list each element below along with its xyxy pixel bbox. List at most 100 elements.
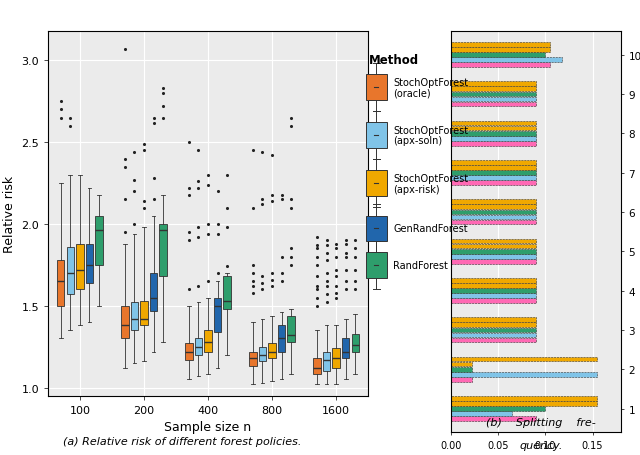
Point <box>340 250 351 258</box>
Point <box>120 46 130 53</box>
Bar <box>451 121 536 126</box>
Point <box>193 147 204 155</box>
Point <box>129 188 140 196</box>
Bar <box>451 161 536 165</box>
Bar <box>451 171 536 176</box>
Point <box>321 242 332 249</box>
Point <box>340 286 351 293</box>
PathPatch shape <box>185 344 193 360</box>
Bar <box>451 249 536 254</box>
Point <box>312 253 322 261</box>
PathPatch shape <box>323 352 330 371</box>
PathPatch shape <box>159 224 167 277</box>
Bar <box>451 299 536 303</box>
Point <box>257 286 268 293</box>
Bar <box>451 288 536 293</box>
Bar <box>451 293 536 298</box>
Bar <box>451 401 597 406</box>
PathPatch shape <box>67 248 74 295</box>
Bar <box>451 166 536 171</box>
Point <box>312 303 322 310</box>
PathPatch shape <box>332 349 340 368</box>
PathPatch shape <box>76 244 84 290</box>
Point <box>331 273 341 280</box>
PathPatch shape <box>278 326 285 352</box>
Point <box>139 147 149 155</box>
PathPatch shape <box>249 352 257 366</box>
Bar <box>451 323 536 328</box>
Bar <box>451 53 545 58</box>
Point <box>286 197 296 204</box>
Text: StochOptForest
(apx-soln): StochOptForest (apx-soln) <box>393 126 468 146</box>
Point <box>340 240 351 248</box>
Bar <box>451 131 536 136</box>
Point <box>267 276 277 283</box>
PathPatch shape <box>95 216 103 265</box>
Bar <box>451 200 536 205</box>
Point <box>248 270 258 277</box>
Point <box>222 204 232 212</box>
Bar <box>451 278 536 283</box>
Point <box>331 240 341 248</box>
Point <box>321 237 332 244</box>
Point <box>340 253 351 261</box>
Bar <box>451 259 536 264</box>
Point <box>350 267 360 274</box>
Y-axis label: Relative risk: Relative risk <box>3 175 15 253</box>
Point <box>248 283 258 290</box>
PathPatch shape <box>259 347 266 362</box>
Point <box>331 267 341 274</box>
Bar <box>451 82 536 87</box>
PathPatch shape <box>204 331 212 352</box>
Point <box>321 278 332 285</box>
Point <box>248 262 258 269</box>
Point <box>120 164 130 171</box>
Point <box>286 245 296 253</box>
Point <box>312 286 322 293</box>
Bar <box>366 123 387 148</box>
Point <box>65 115 76 122</box>
Point <box>148 120 159 127</box>
Point <box>203 172 213 179</box>
Point <box>312 273 322 280</box>
Bar <box>451 210 536 215</box>
Point <box>212 188 223 196</box>
Point <box>193 185 204 192</box>
Bar <box>451 406 545 411</box>
Point <box>286 204 296 212</box>
Point <box>120 156 130 163</box>
Point <box>139 198 149 205</box>
Point <box>193 234 204 241</box>
Point <box>248 147 258 155</box>
Point <box>267 283 277 290</box>
Text: Method: Method <box>369 54 419 67</box>
Text: RandForest: RandForest <box>393 261 448 271</box>
Point <box>267 198 277 205</box>
Bar <box>451 318 536 322</box>
Bar <box>451 417 536 421</box>
Point <box>148 197 159 204</box>
Bar <box>451 333 536 338</box>
Point <box>203 182 213 189</box>
Point <box>331 283 341 290</box>
Point <box>139 204 149 212</box>
Point <box>312 245 322 253</box>
Bar <box>451 176 536 181</box>
Point <box>321 270 332 277</box>
Bar <box>451 43 550 47</box>
Point <box>56 115 66 122</box>
Bar <box>451 362 472 367</box>
Point <box>212 221 223 228</box>
Point <box>148 175 159 182</box>
Bar <box>451 97 536 102</box>
Point <box>350 286 360 293</box>
Point <box>312 294 322 302</box>
Point <box>56 106 66 114</box>
Point <box>184 139 194 147</box>
Point <box>321 291 332 298</box>
Point <box>286 115 296 122</box>
Point <box>257 201 268 208</box>
Point <box>148 115 159 122</box>
Point <box>203 221 213 228</box>
Bar <box>451 411 513 416</box>
